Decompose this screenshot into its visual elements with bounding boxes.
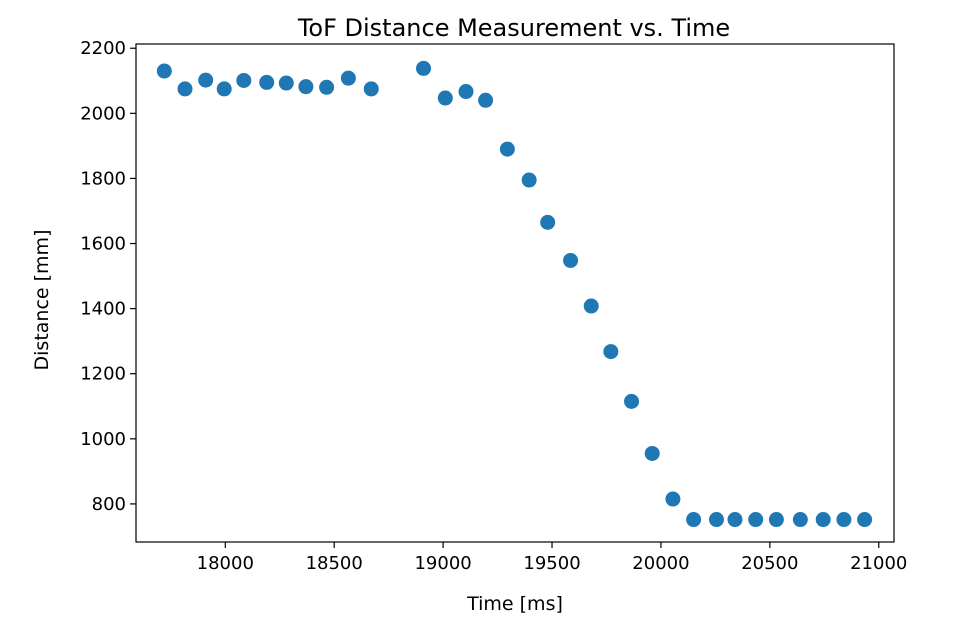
x-tick-label: 18500 bbox=[306, 553, 363, 574]
data-point bbox=[792, 512, 808, 528]
data-point bbox=[748, 512, 764, 528]
y-tick-label: 2200 bbox=[80, 38, 126, 59]
data-point bbox=[583, 298, 599, 314]
x-tick-label: 19000 bbox=[414, 553, 471, 574]
data-point bbox=[857, 512, 873, 528]
data-point bbox=[499, 141, 515, 157]
data-point bbox=[340, 70, 356, 86]
data-point bbox=[298, 79, 314, 95]
data-point bbox=[624, 393, 640, 409]
data-point bbox=[708, 512, 724, 528]
data-point bbox=[563, 252, 579, 268]
data-point bbox=[458, 84, 474, 100]
data-point bbox=[768, 512, 784, 528]
data-points bbox=[156, 60, 873, 528]
chart-title: ToF Distance Measurement vs. Time bbox=[297, 14, 730, 42]
data-point bbox=[319, 79, 335, 95]
x-tick-label: 21000 bbox=[850, 553, 907, 574]
data-point bbox=[540, 214, 556, 230]
data-point bbox=[416, 60, 432, 76]
data-point bbox=[665, 491, 681, 507]
data-point bbox=[198, 72, 214, 88]
data-point bbox=[259, 74, 275, 90]
data-point bbox=[156, 63, 172, 79]
data-point bbox=[603, 344, 619, 360]
data-point bbox=[363, 81, 379, 97]
plot-frame bbox=[135, 43, 895, 543]
y-axis-label: Distance [mm] bbox=[31, 230, 53, 371]
data-point bbox=[836, 512, 852, 528]
data-point bbox=[478, 92, 494, 108]
data-point bbox=[727, 512, 743, 528]
data-point bbox=[177, 81, 193, 97]
data-point bbox=[278, 75, 294, 91]
data-point bbox=[521, 172, 537, 188]
data-point bbox=[815, 512, 831, 528]
data-point bbox=[437, 90, 453, 106]
data-point bbox=[644, 445, 660, 461]
x-tick-label: 20000 bbox=[632, 553, 689, 574]
y-tick-label: 2000 bbox=[80, 103, 126, 124]
x-axis-label: Time [ms] bbox=[466, 593, 563, 615]
data-point bbox=[686, 512, 702, 528]
y-tick-label: 1800 bbox=[80, 168, 126, 189]
x-tick-label: 18000 bbox=[197, 553, 254, 574]
y-tick-label: 1600 bbox=[80, 234, 126, 255]
data-point bbox=[236, 72, 252, 88]
y-tick-label: 1000 bbox=[80, 429, 126, 450]
y-tick-label: 1200 bbox=[80, 364, 126, 385]
y-tick-label: 1400 bbox=[80, 299, 126, 320]
x-tick-label: 19500 bbox=[523, 553, 580, 574]
x-tick-label: 20500 bbox=[741, 553, 798, 574]
y-tick-label: 800 bbox=[92, 494, 126, 515]
data-point bbox=[216, 81, 232, 97]
axis-ticks: 18000 18500 19000 19500 20000 20500 21000 800 10… bbox=[80, 38, 907, 574]
